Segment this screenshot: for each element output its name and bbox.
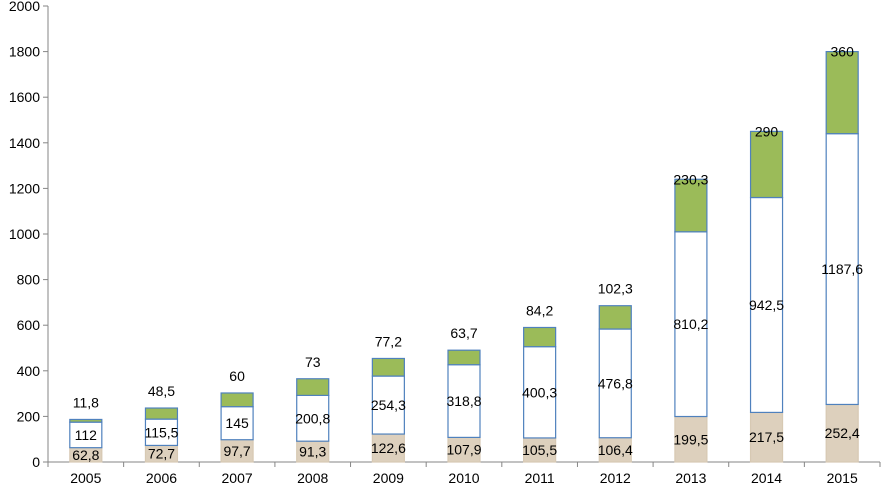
chart-axes: 0 200 400 600 800 1000 1200 1400 1600 1800 2000 200… [9,0,881,486]
y-tick-label: 1600 [9,89,40,105]
y-tick-label: 0 [32,454,40,470]
bar-segment-middle [69,421,103,449]
bar-segment-top [144,407,179,420]
data-label-top: 230,3 [673,171,708,187]
bar-segment-top [371,357,405,377]
bar-segment-top [674,178,708,233]
data-label-bottom: 105,5 [522,442,557,458]
bar-segment-middle [598,328,632,439]
chart-data-labels: 62,8 112 11,8 72,7 115,5 48,5 97,7 145 60 91,3 200… [72,44,863,463]
bar-segment-bottom [371,433,405,463]
data-label-middle: 145 [225,415,249,431]
x-tick-label: 2015 [827,470,858,486]
bar-segment-bottom [825,403,859,463]
bar-segment-middle [674,231,708,418]
y-tick-label: 400 [17,363,41,379]
data-label-bottom: 107,9 [446,442,481,458]
data-label-middle: 400,3 [522,384,557,400]
data-label-bottom: 91,3 [299,444,326,460]
data-label-top: 73 [305,354,321,370]
data-label-bottom: 122,6 [371,440,406,456]
x-tick-label: 2011 [525,470,555,486]
x-tick-label: 2009 [373,470,404,486]
data-label-bottom: 252,4 [825,425,860,441]
data-label-top: 48,5 [148,383,175,399]
data-label-middle: 254,3 [371,397,406,413]
bar-segment-middle [523,346,557,439]
data-label-top: 84,2 [526,302,553,318]
data-label-bottom: 199,5 [673,431,708,447]
bar-segment-top [447,349,481,366]
bar-segment-top [69,418,103,423]
x-tick-label: 2010 [448,470,479,486]
bar-segment-top [598,305,632,330]
x-tick-label: 2012 [600,470,631,486]
data-label-middle: 115,5 [144,424,178,440]
chart-bars [69,50,859,463]
y-tick-label: 1200 [9,180,40,196]
x-tick-label: 2013 [675,470,706,486]
x-tick-label: 2008 [297,470,328,486]
data-label-bottom: 97,7 [223,443,250,459]
y-tick-label: 800 [17,272,41,288]
data-label-middle: 200,8 [295,410,330,426]
data-label-top: 102,3 [598,281,633,297]
x-tick-label: 2005 [70,470,101,486]
data-label-top: 290 [755,123,779,139]
bar-segment-middle [220,406,254,441]
data-label-top: 63,7 [450,325,477,341]
bar-segment-top [296,378,330,397]
y-tick-label: 600 [17,317,41,333]
bar-segment-top [523,326,557,348]
data-label-top: 360 [831,44,855,60]
bar-segment-middle [825,133,859,406]
data-label-bottom: 217,5 [749,429,784,445]
bar-segment-bottom [674,415,708,463]
y-tick-label: 2000 [9,0,40,14]
bar-segment-top [749,130,784,199]
x-tick-label: 2014 [751,470,782,486]
y-tick-label: 200 [17,408,41,424]
bar-segment-bottom [598,437,632,463]
data-label-middle: 1187,6 [821,261,863,277]
bar-segment-bottom [749,411,784,463]
y-tick-label: 1000 [9,226,40,242]
data-label-middle: 318,8 [446,393,481,409]
data-label-bottom: 62,8 [72,447,99,463]
y-tick-label: 1400 [9,135,40,151]
data-label-middle: 942,5 [749,297,784,313]
data-label-bottom: 106,4 [598,442,633,458]
data-label-top: 60 [229,368,245,384]
bar-segment-top [825,50,859,135]
x-tick-label: 2006 [146,470,177,486]
data-label-middle: 112 [75,427,98,443]
data-label-top: 11,8 [73,394,99,410]
data-label-middle: 810,2 [673,316,708,332]
bar-segment-top [220,392,254,408]
data-label-middle: 476,8 [598,375,633,391]
data-label-bottom: 72,7 [148,446,175,462]
data-label-top: 77,2 [375,333,402,349]
bar-segment-middle [371,375,405,435]
y-tick-label: 1800 [9,44,40,60]
x-tick-label: 2007 [222,470,253,486]
